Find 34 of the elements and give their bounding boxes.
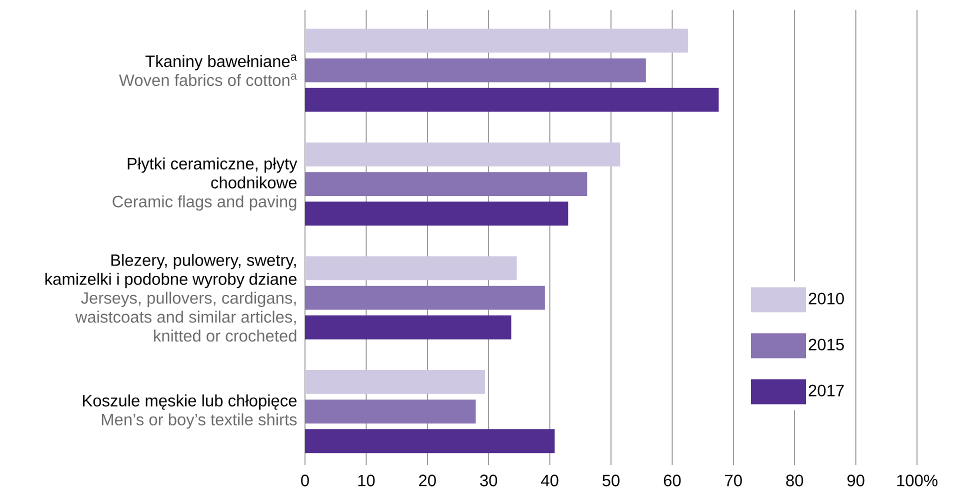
bar <box>305 28 688 53</box>
x-tick-label: 40 <box>541 474 558 486</box>
x-tick-label: 60 <box>664 474 681 486</box>
legend-label: 2017 <box>808 384 844 396</box>
x-tick-label: 70 <box>725 474 742 486</box>
bar <box>305 286 545 310</box>
y-tick-label: Blezery, pulowery, swetry, kamizelki i podobne wyroby dziane <box>45 254 297 288</box>
bar <box>305 256 517 280</box>
legend-label: 2015 <box>808 338 844 350</box>
x-tick-label: 50 <box>602 474 620 486</box>
legend-label: 2010 <box>808 292 844 304</box>
x-tick-label: 100% <box>897 474 938 486</box>
x-tick-label: 10 <box>358 474 375 486</box>
bar <box>305 88 719 112</box>
text: Woven fabrics of cotton$^{a}$ <box>119 73 297 86</box>
bar <box>305 172 588 196</box>
y-tick-label: Koszule męskie lub chłopięce <box>83 394 297 410</box>
text: Jerseys, pullovers, cardigans, waistcoats and similar articles, knitted or crocheted <box>75 292 296 342</box>
text: Men’s or boy’s textile shirts <box>102 413 297 429</box>
x-tick-label: 80 <box>786 474 804 486</box>
bar <box>305 400 476 424</box>
text: Ceramic flags and paving <box>112 195 296 211</box>
bar <box>305 429 555 454</box>
x-tick-label: 90 <box>847 474 864 486</box>
bar <box>305 58 646 82</box>
bar <box>305 142 620 166</box>
bar <box>305 202 568 226</box>
y-tick-label: Tkaniny bawełniane$^{a}$ <box>146 54 297 70</box>
x-tick-label: 30 <box>480 474 498 486</box>
x-tick-label: 0 <box>301 474 309 486</box>
y-tick-label: Płytki ceramiczne, płyty chodnikowe <box>128 157 298 188</box>
bar <box>305 370 485 394</box>
x-tick-label: 20 <box>419 474 436 486</box>
bar <box>305 315 512 340</box>
